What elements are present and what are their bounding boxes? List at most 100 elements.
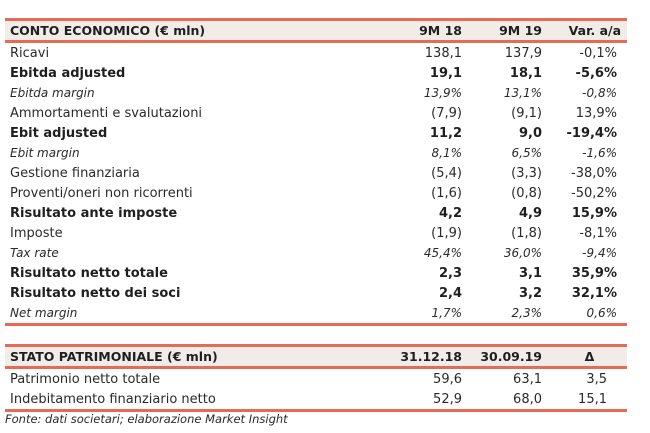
table-row: Indebitamento finanziario netto 52,9 68,0 1… — [5, 389, 627, 409]
row-value-3: -5,6% — [575, 65, 617, 81]
row-value-1: 59,6 — [433, 371, 462, 387]
row-value-2: 3,2 — [518, 285, 542, 301]
balance-header-col2: 30.09.19 — [480, 349, 542, 364]
table-row: Ebitda adjusted 19,1 18,1 -5,6% — [5, 63, 627, 83]
row-value-2: 6,5% — [511, 146, 543, 160]
row-value-3: -38,0% — [571, 165, 617, 181]
income-header-col3: Var. a/a — [568, 23, 621, 38]
row-value-1: 8,1% — [431, 146, 463, 160]
table-row: Risultato netto dei soci 2,4 3,2 32,1% — [5, 283, 627, 303]
row-label: Patrimonio netto totale — [10, 371, 161, 387]
table-row: Risultato ante imposte 4,2 4,9 15,9% — [5, 203, 627, 223]
row-value-1: (1,9) — [431, 225, 462, 241]
row-value-3: 15,1 — [578, 391, 607, 407]
header-rule — [5, 40, 627, 43]
row-label: Ebit margin — [10, 146, 80, 160]
row-value-1: 138,1 — [424, 45, 462, 61]
header-rule — [5, 366, 627, 369]
row-value-3: 15,9% — [571, 205, 617, 221]
row-value-1: 13,9% — [423, 86, 462, 100]
row-label: Ebit adjusted — [10, 125, 108, 141]
income-header-col2: 9M 19 — [499, 23, 542, 38]
row-value-2: 137,9 — [504, 45, 542, 61]
row-value-3: -0,8% — [582, 86, 617, 100]
row-value-3: -8,1% — [579, 225, 617, 241]
table-row: Net margin 1,7% 2,3% 0,6% — [5, 303, 627, 323]
row-label: Risultato netto totale — [10, 265, 168, 281]
row-value-3: 13,9% — [575, 105, 617, 121]
balance-sheet-table: STATO PATRIMONIALE (€ mln) 31.12.18 30.0… — [5, 344, 627, 412]
row-value-3: -1,6% — [582, 146, 617, 160]
balance-header-title: STATO PATRIMONIALE (€ mln) — [10, 349, 218, 364]
row-value-3: 35,9% — [571, 265, 617, 281]
bottom-rule — [5, 409, 627, 412]
row-label: Ebitda adjusted — [10, 65, 126, 81]
row-value-1: 2,3 — [438, 265, 462, 281]
row-label: Indebitamento finanziario netto — [10, 391, 216, 407]
row-value-1: 1,7% — [431, 306, 463, 320]
row-value-1: (5,4) — [431, 165, 462, 181]
table-row: Proventi/oneri non ricorrenti (1,6) (0,8) -… — [5, 183, 627, 203]
table-row: Ebit margin 8,1% 6,5% -1,6% — [5, 143, 627, 163]
income-header-title: CONTO ECONOMICO (€ mln) — [10, 23, 206, 38]
table-row: Ammortamenti e svalutazioni (7,9) (9,1) 13,… — [5, 103, 627, 123]
row-label: Ammortamenti e svalutazioni — [10, 105, 203, 121]
row-value-2: 13,1% — [503, 86, 542, 100]
row-value-2: (3,3) — [511, 165, 542, 181]
table-row: Patrimonio netto totale 59,6 63,1 3,5 — [5, 369, 627, 389]
row-label: Gestione finanziaria — [10, 165, 140, 181]
table-row: Tax rate 45,4% 36,0% -9,4% — [5, 243, 627, 263]
row-value-3: -19,4% — [566, 125, 618, 141]
row-label: Tax rate — [10, 246, 59, 260]
row-value-3: -9,4% — [582, 246, 617, 260]
row-value-1: 52,9 — [433, 391, 462, 407]
row-label: Proventi/oneri non ricorrenti — [10, 185, 193, 201]
row-value-2: (9,1) — [511, 105, 542, 121]
balance-header-col3: Δ — [584, 349, 595, 364]
income-statement-table: CONTO ECONOMICO (€ mln) 9M 18 9M 19 Var.… — [5, 18, 627, 326]
row-label: Ricavi — [10, 45, 50, 61]
table-row: Gestione finanziaria (5,4) (3,3) -38,0% — [5, 163, 627, 183]
balance-header-row: STATO PATRIMONIALE (€ mln) 31.12.18 30.0… — [5, 347, 627, 366]
table-row: Ebit adjusted 11,2 9,0 -19,4% — [5, 123, 627, 143]
row-value-1: (7,9) — [431, 105, 462, 121]
row-value-2: 9,0 — [518, 125, 542, 141]
table-row: Risultato netto totale 2,3 3,1 35,9% — [5, 263, 627, 283]
income-header-row: CONTO ECONOMICO (€ mln) 9M 18 9M 19 Var.… — [5, 21, 627, 40]
row-value-3: -50,2% — [571, 185, 617, 201]
row-label: Ebitda margin — [10, 86, 95, 100]
row-label: Net margin — [10, 306, 78, 320]
row-value-2: (0,8) — [511, 185, 542, 201]
balance-header-col1: 31.12.18 — [400, 349, 462, 364]
row-value-1: 2,4 — [438, 285, 462, 301]
row-value-1: (1,6) — [431, 185, 462, 201]
row-value-2: (1,8) — [511, 225, 542, 241]
row-value-2: 63,1 — [513, 371, 542, 387]
row-value-1: 4,2 — [438, 205, 462, 221]
row-value-1: 11,2 — [429, 125, 462, 141]
table-row: Ricavi 138,1 137,9 -0,1% — [5, 43, 627, 63]
row-value-2: 4,9 — [518, 205, 542, 221]
top-rule — [5, 344, 627, 347]
income-header-col1: 9M 18 — [419, 23, 462, 38]
row-value-1: 45,4% — [423, 246, 462, 260]
table-row: Imposte (1,9) (1,8) -8,1% — [5, 223, 627, 243]
row-value-2: 3,1 — [518, 265, 542, 281]
row-value-3: 32,1% — [571, 285, 617, 301]
top-rule — [5, 18, 627, 21]
source-note: Fonte: dati societari; elaborazione Mark… — [5, 412, 288, 426]
row-value-3: 3,5 — [586, 371, 607, 387]
row-value-3: -0,1% — [579, 45, 617, 61]
row-value-1: 19,1 — [429, 65, 462, 81]
bottom-rule — [5, 323, 627, 326]
row-label: Risultato ante imposte — [10, 205, 178, 221]
row-label: Risultato netto dei soci — [10, 285, 181, 301]
row-value-2: 36,0% — [503, 246, 542, 260]
balance-body: Patrimonio netto totale 59,6 63,1 3,5 Indebi… — [5, 369, 627, 409]
income-body: Ricavi 138,1 137,9 -0,1% Ebitda adjusted 19,1… — [5, 43, 627, 323]
row-value-2: 68,0 — [513, 391, 542, 407]
row-value-2: 18,1 — [509, 65, 542, 81]
table-row: Ebitda margin 13,9% 13,1% -0,8% — [5, 83, 627, 103]
row-value-3: 0,6% — [586, 306, 618, 320]
